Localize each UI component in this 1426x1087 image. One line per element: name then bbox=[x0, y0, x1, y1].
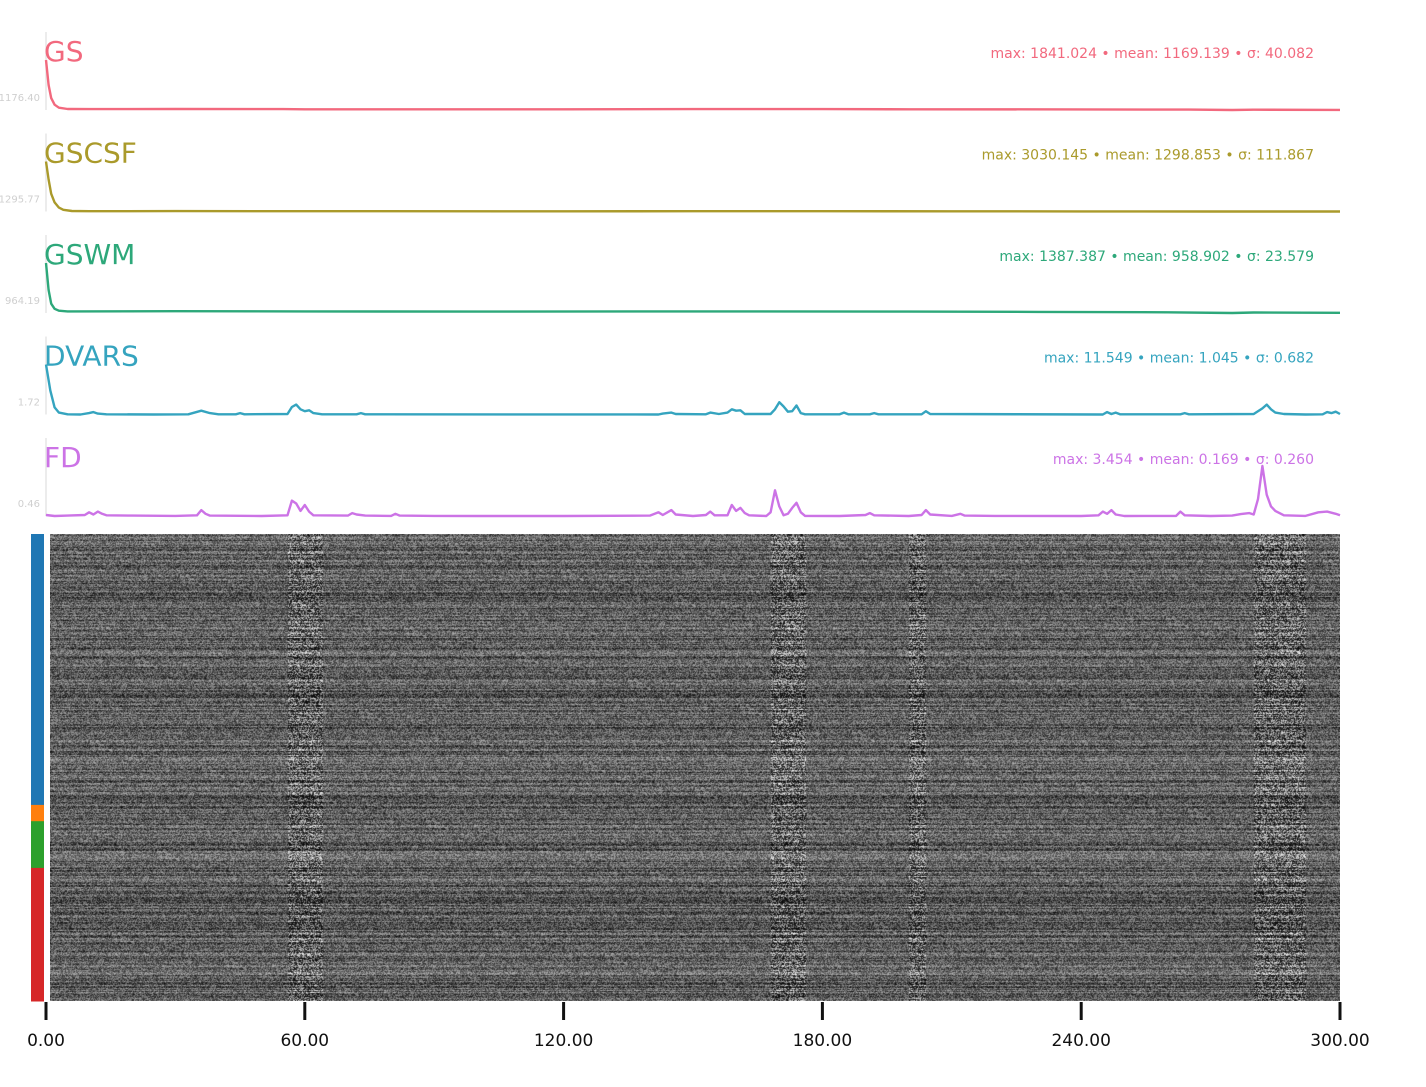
series-stats: max: 1387.387 • mean: 958.902 • σ: 23.57… bbox=[999, 249, 1314, 265]
panel-gswm: GSWM max: 1387.387 • mean: 958.902 • σ: 2… bbox=[5, 235, 1341, 315]
series-stats: max: 3030.145 • mean: 1298.853 • σ: 111.… bbox=[982, 148, 1314, 164]
series-name: GS bbox=[44, 35, 83, 68]
region-strip-segment bbox=[31, 534, 44, 806]
series-line-gswm bbox=[44, 262, 1341, 315]
panel-fd: FD max: 3.454 • mean: 0.169 • σ: 0.260 0.4… bbox=[18, 438, 1341, 518]
carpet-heatmap bbox=[31, 534, 1340, 1002]
panel-gscsf: GSCSF max: 3030.145 • mean: 1298.853 • σ:… bbox=[0, 133, 1340, 213]
series-line-fd bbox=[45, 464, 1341, 518]
series-stats: max: 11.549 • mean: 1.045 • σ: 0.682 bbox=[1044, 351, 1314, 367]
x-tick-label: 180.00 bbox=[793, 1031, 852, 1051]
region-strip-segment bbox=[31, 821, 44, 869]
series-stats: max: 3.454 • mean: 0.169 • σ: 0.260 bbox=[1053, 452, 1314, 468]
x-tick-label: 0.00 bbox=[27, 1031, 65, 1051]
panel-gs: GS max: 1841.024 • mean: 1169.139 • σ: 40… bbox=[0, 32, 1341, 112]
series-stats: max: 1841.024 • mean: 1169.139 • σ: 40.0… bbox=[991, 46, 1314, 62]
region-strip-segment bbox=[31, 804, 44, 822]
x-tick-label: 120.00 bbox=[534, 1031, 593, 1051]
series-name: GSWM bbox=[44, 238, 135, 271]
carpet-image bbox=[50, 534, 1340, 1001]
x-tick-label: 240.00 bbox=[1051, 1031, 1110, 1051]
baseline-label: 1295.77 bbox=[0, 195, 40, 206]
region-strip-segment bbox=[31, 867, 44, 1002]
series-name: GSCSF bbox=[44, 137, 137, 170]
x-axis: 0.00 60.00 120.00 180.00 240.00 300.00 bbox=[27, 1001, 1370, 1051]
panel-dvars: DVARS max: 11.549 • mean: 1.045 • σ: 0.68… bbox=[18, 336, 1341, 416]
series-line-gs bbox=[44, 59, 1341, 112]
trace-panels: GS max: 1841.024 • mean: 1169.139 • σ: 40… bbox=[0, 32, 1341, 518]
series-line-dvars bbox=[44, 364, 1341, 416]
baseline-label: 964.19 bbox=[5, 296, 40, 307]
x-tick-label: 60.00 bbox=[280, 1031, 329, 1051]
x-tick-label: 300.00 bbox=[1310, 1031, 1369, 1051]
baseline-label: 0.46 bbox=[18, 499, 40, 510]
baseline-label: 1176.40 bbox=[0, 93, 40, 104]
series-name: FD bbox=[44, 441, 82, 474]
series-name: DVARS bbox=[44, 340, 139, 373]
baseline-label: 1.72 bbox=[18, 398, 40, 409]
series-line-gscsf bbox=[44, 161, 1340, 213]
